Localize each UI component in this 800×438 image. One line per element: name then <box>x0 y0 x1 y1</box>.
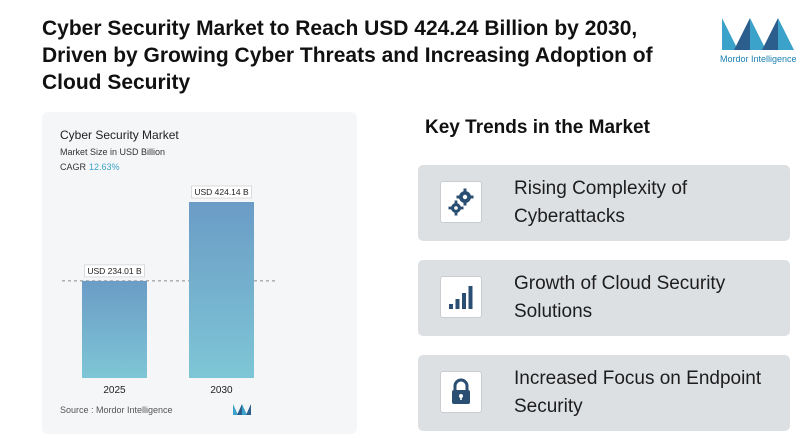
brand-name: Mordor Intelligence <box>720 54 797 64</box>
trend-icon-box <box>440 371 482 413</box>
padlock-icon <box>452 378 470 404</box>
trend-label: Rising Complexity of Cyberattacks <box>514 178 688 227</box>
chart-subtitle: Market Size in USD Billion <box>60 147 166 157</box>
chart-source: Source : Mordor Intelligence <box>60 405 173 415</box>
bar <box>82 280 147 378</box>
bar <box>189 202 254 378</box>
chart-title: Cyber Security Market <box>60 128 179 142</box>
data-label-box <box>84 264 145 278</box>
cagr-label: CAGR <box>60 162 87 172</box>
x-tick-label: 2030 <box>210 385 233 396</box>
data-label: USD 234.01 B <box>87 266 142 276</box>
cagr-line: CAGR 12.63% <box>60 162 120 172</box>
trend-icon-box <box>440 181 482 223</box>
x-tick-label: 2025 <box>103 385 126 396</box>
mini-logo-icon <box>233 404 251 415</box>
trend-label: Increased Focus on Endpoint Security <box>514 368 762 417</box>
gears-icon <box>448 188 474 216</box>
cagr-value: 12.63% <box>89 162 120 172</box>
brand-logo: Mordor Intelligence <box>720 14 800 70</box>
trend-card: Growth of Cloud Security Solutions <box>418 260 790 336</box>
data-label: USD 424.14 B <box>194 187 249 197</box>
trend-icon-box <box>440 276 482 318</box>
data-label-box <box>191 185 252 199</box>
trend-card: Rising Complexity of Cyberattacks <box>418 165 790 241</box>
page-title: Cyber Security Market to Reach USD 424.2… <box>42 17 653 94</box>
brand-mark-icon <box>722 18 794 50</box>
trends-heading: Key Trends in the Market <box>425 117 650 138</box>
trend-label: Growth of Cloud Security Solutions <box>514 273 726 322</box>
bar-chart: USD 234.01 B 2025 USD 424.14 B 2030 <box>62 185 278 396</box>
trend-card: Increased Focus on Endpoint Security <box>418 355 790 431</box>
bar-growth-icon <box>449 286 473 309</box>
